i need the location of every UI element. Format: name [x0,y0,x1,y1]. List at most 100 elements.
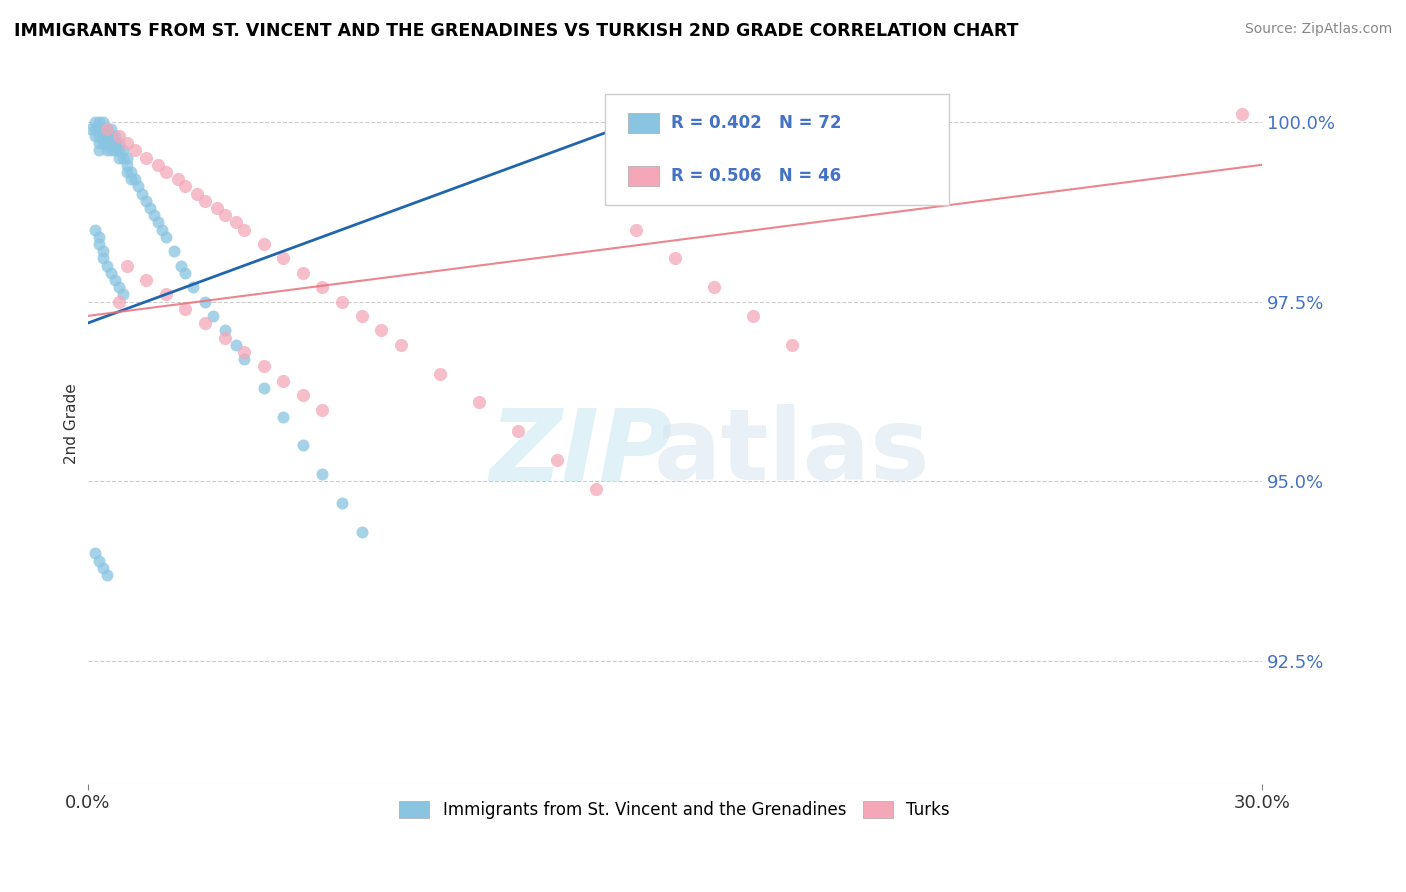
Point [100,144,122,158]
Point [194,294,217,309]
Point [174,301,197,316]
Point [108,294,131,309]
Point [115,165,138,179]
Point [194,316,217,330]
Point [468,395,491,409]
Point [186,186,208,201]
Text: R = 0.506   N = 46: R = 0.506 N = 46 [671,167,841,185]
Point [100,121,122,136]
Point [96,121,118,136]
Point [271,252,294,266]
Point [84,114,107,128]
Point [546,453,568,467]
Point [89,237,111,252]
Point [214,208,236,222]
Point [155,287,177,301]
Point [214,323,236,337]
Point [330,294,353,309]
Point [89,114,111,128]
Point [115,136,138,151]
Point [96,121,118,136]
Point [271,374,294,388]
Point [124,144,146,158]
Point [111,287,134,301]
Point [100,128,122,143]
Point [233,345,256,359]
Text: atlas: atlas [654,404,931,501]
Point [84,121,107,136]
Point [135,273,157,287]
Point [91,252,114,266]
Text: Source: ZipAtlas.com: Source: ZipAtlas.com [1244,22,1392,37]
Point [131,186,153,201]
Point [1232,107,1254,121]
Point [84,546,107,560]
Point [214,330,236,344]
Point [89,136,111,151]
Point [370,323,392,337]
Point [91,136,114,151]
Point [205,201,228,215]
Point [311,280,333,294]
Point [508,424,530,438]
Point [124,172,146,186]
Point [115,151,138,165]
Point [91,121,114,136]
Point [170,259,193,273]
Point [111,151,134,165]
Point [108,144,131,158]
Point [135,151,157,165]
Point [291,266,314,280]
Point [120,165,142,179]
Point [664,252,686,266]
Point [174,179,197,194]
Point [127,179,149,194]
Point [225,337,247,351]
Point [225,215,247,229]
Point [163,244,186,259]
Point [89,229,111,244]
Point [91,114,114,128]
Point [330,496,353,510]
Point [139,201,162,215]
Point [111,144,134,158]
Point [108,128,131,143]
Point [194,194,217,208]
Point [703,280,725,294]
Point [108,151,131,165]
Point [201,309,224,323]
Legend: Immigrants from St. Vincent and the Grenadines, Turks: Immigrants from St. Vincent and the Gren… [392,794,956,826]
Text: ZIP: ZIP [489,404,672,501]
Point [108,136,131,151]
Point [253,381,276,395]
Point [89,554,111,568]
Point [780,337,803,351]
Point [624,222,647,236]
Point [155,229,177,244]
Point [115,158,138,172]
Point [311,467,333,482]
Point [91,244,114,259]
Point [233,222,256,236]
Point [585,482,607,496]
Point [96,136,118,151]
Point [253,359,276,374]
Text: IMMIGRANTS FROM ST. VINCENT AND THE GRENADINES VS TURKISH 2ND GRADE CORRELATION : IMMIGRANTS FROM ST. VINCENT AND THE GREN… [14,22,1018,40]
Point [96,568,118,582]
Point [389,337,412,351]
Point [429,367,451,381]
Y-axis label: 2nd Grade: 2nd Grade [65,384,79,464]
Point [84,128,107,143]
Point [80,121,103,136]
Point [91,128,114,143]
Point [291,388,314,402]
Point [146,215,169,229]
Point [311,402,333,417]
Point [104,128,127,143]
Point [89,144,111,158]
Point [96,144,118,158]
Point [115,259,138,273]
Point [143,208,166,222]
Point [150,222,173,236]
Point [350,309,373,323]
